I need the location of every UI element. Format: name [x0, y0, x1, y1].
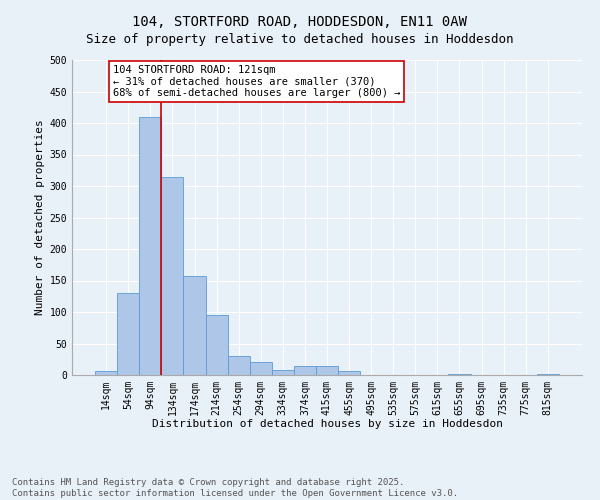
Bar: [448, 374, 470, 375]
Text: 104 STORTFORD ROAD: 121sqm
← 31% of detached houses are smaller (370)
68% of sem: 104 STORTFORD ROAD: 121sqm ← 31% of deta…: [113, 65, 400, 98]
Bar: [184, 276, 206, 375]
Bar: [117, 293, 139, 375]
Bar: [250, 362, 272, 375]
X-axis label: Distribution of detached houses by size in Hoddesdon: Distribution of detached houses by size …: [151, 420, 503, 430]
Bar: [272, 370, 294, 375]
Text: Contains HM Land Registry data © Crown copyright and database right 2025.
Contai: Contains HM Land Registry data © Crown c…: [12, 478, 458, 498]
Y-axis label: Number of detached properties: Number of detached properties: [35, 120, 46, 316]
Bar: [139, 116, 161, 375]
Text: 104, STORTFORD ROAD, HODDESDON, EN11 0AW: 104, STORTFORD ROAD, HODDESDON, EN11 0AW: [133, 15, 467, 29]
Bar: [161, 176, 184, 375]
Bar: [537, 374, 559, 375]
Bar: [338, 371, 360, 375]
Text: Size of property relative to detached houses in Hoddesdon: Size of property relative to detached ho…: [86, 32, 514, 46]
Bar: [95, 371, 117, 375]
Bar: [206, 315, 227, 375]
Bar: [227, 356, 250, 375]
Bar: [294, 366, 316, 375]
Bar: [316, 366, 338, 375]
